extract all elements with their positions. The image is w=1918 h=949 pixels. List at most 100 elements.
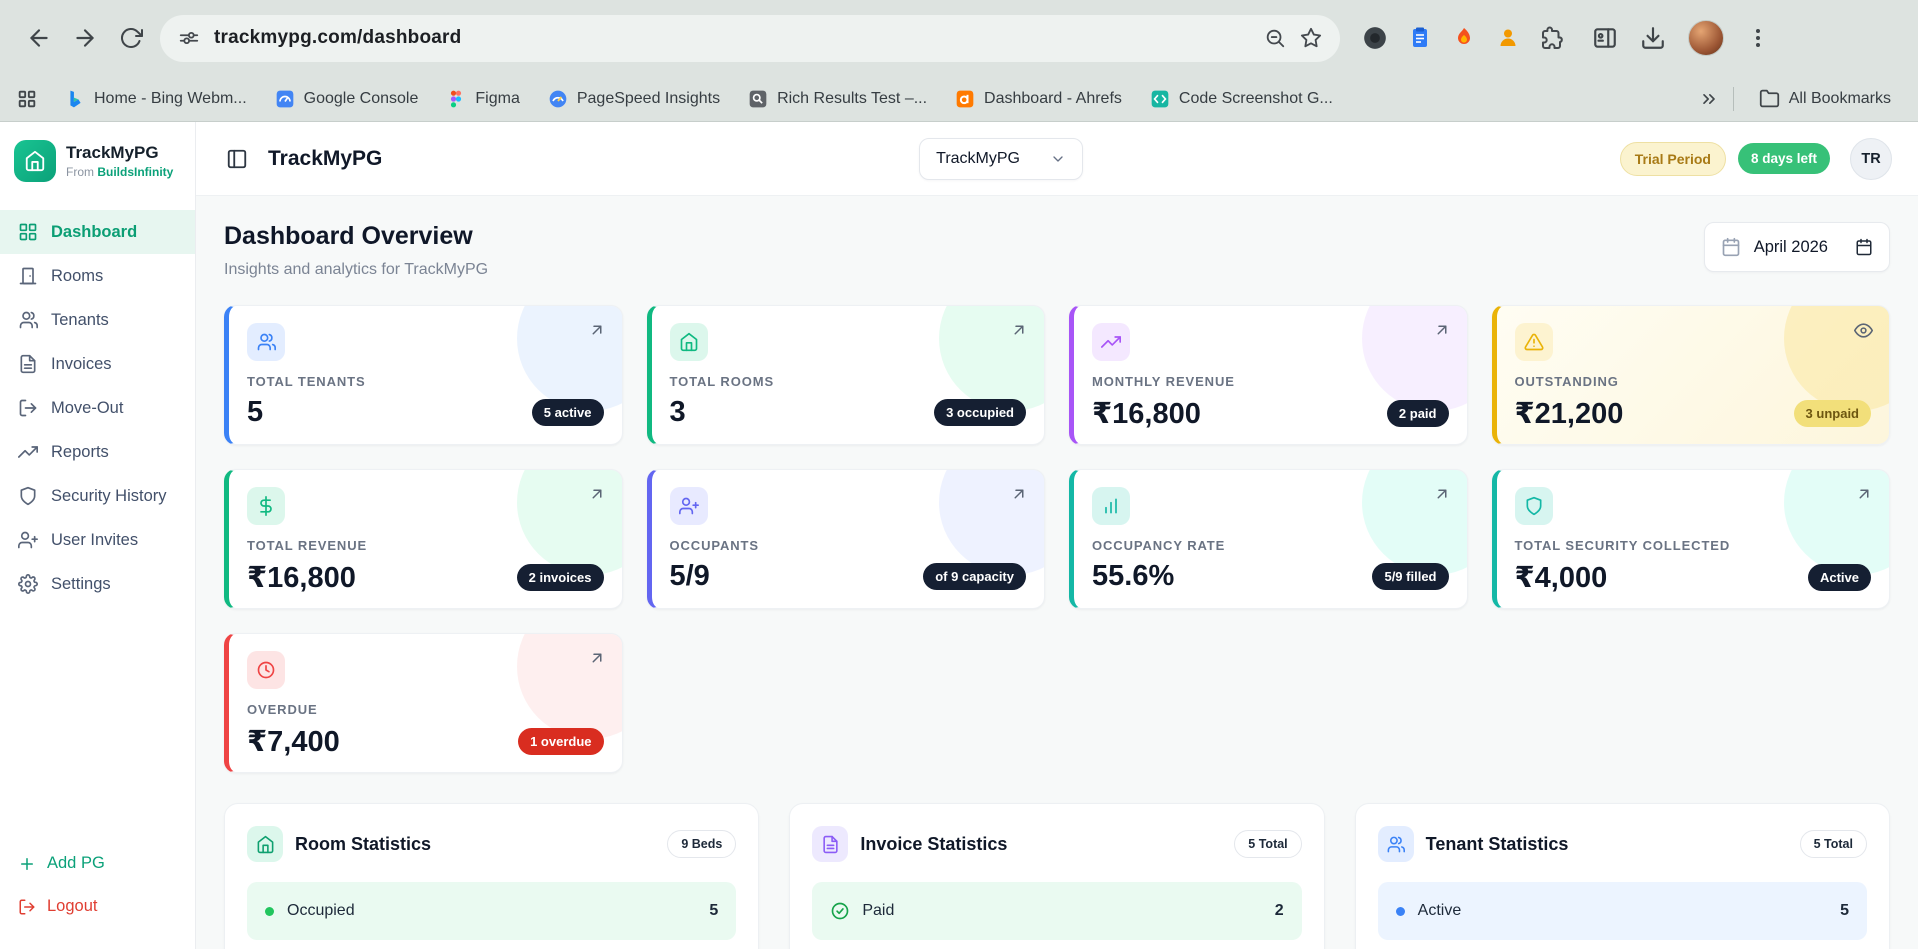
arrow-right-icon xyxy=(76,29,94,47)
stat-card-outstanding[interactable]: OUTSTANDING ₹21,200 3 unpaid xyxy=(1491,305,1890,445)
external-link-icon[interactable] xyxy=(1855,485,1873,503)
bookmark-item[interactable]: Rich Results Test –... xyxy=(737,83,938,115)
google-console-favicon xyxy=(275,89,295,109)
sidebar-item-user-invites[interactable]: User Invites xyxy=(0,518,195,562)
bookmark-page-button[interactable] xyxy=(1300,27,1322,49)
downloads-button[interactable] xyxy=(1640,25,1666,51)
browser-profile-avatar[interactable] xyxy=(1688,20,1724,56)
browser-menu-button[interactable] xyxy=(1746,26,1770,50)
external-link-icon[interactable] xyxy=(1010,485,1028,503)
bookmark-item[interactable]: Google Console xyxy=(264,83,430,115)
bookmarks-overflow-button[interactable] xyxy=(1699,89,1719,109)
bookmark-label: Figma xyxy=(475,89,520,107)
tune-icon xyxy=(179,31,199,45)
reload-icon xyxy=(121,28,143,48)
bookmarks-bar: Home - Bing Webm... Google Console Figma… xyxy=(0,76,1918,122)
bookmark-item[interactable]: PageSpeed Insights xyxy=(537,83,731,115)
bookmark-item[interactable]: Dashboard - Ahrefs xyxy=(944,83,1133,115)
extensions-puzzle-icon[interactable] xyxy=(1540,26,1564,50)
stat-card-total-security[interactable]: TOTAL SECURITY COLLECTED ₹4,000 Active xyxy=(1491,469,1890,609)
address-bar[interactable]: trackmypg.com/dashboard xyxy=(160,14,1340,62)
extensions-cluster xyxy=(1362,25,1564,51)
trending-up-icon xyxy=(1092,323,1130,361)
logout-button[interactable]: Logout xyxy=(0,888,195,925)
sidebar-toggle-button[interactable] xyxy=(222,144,252,174)
sidebar-item-invoices[interactable]: Invoices xyxy=(0,342,195,386)
pg-selector[interactable]: TrackMyPG xyxy=(919,137,1083,180)
add-pg-label: Add PG xyxy=(47,854,105,872)
panel-badge: 5 Total xyxy=(1799,830,1867,858)
toggle-visibility-icon[interactable] xyxy=(1854,321,1873,340)
sidebar-item-reports[interactable]: Reports xyxy=(0,430,195,474)
stat-label: OUTSTANDING xyxy=(1514,374,1619,389)
apps-grid-button[interactable] xyxy=(16,88,38,110)
sidebar-item-label: Invoices xyxy=(51,354,112,373)
all-bookmarks-button[interactable]: All Bookmarks xyxy=(1748,82,1902,115)
invoice-statistics-panel: Invoice Statistics 5 Total Paid 2 Unpaid xyxy=(789,803,1325,949)
brand-subtitle: From BuildsInfinity xyxy=(66,165,173,179)
star-icon xyxy=(1300,27,1322,48)
stat-badge: 5 active xyxy=(531,399,604,426)
panel-title: Room Statistics xyxy=(295,833,432,854)
ahrefs-favicon xyxy=(955,89,975,109)
side-panel-button[interactable] xyxy=(1592,25,1618,51)
bookmark-item[interactable]: Home - Bing Webm... xyxy=(54,83,258,115)
extension-dark-circle-icon[interactable] xyxy=(1362,25,1388,51)
stat-card-total-tenants[interactable]: TOTAL TENANTS 5 5 active xyxy=(224,305,623,445)
log-out-icon xyxy=(19,399,37,417)
external-link-icon[interactable] xyxy=(1433,485,1451,503)
sidebar-item-security-history[interactable]: Security History xyxy=(0,474,195,518)
forward-button[interactable] xyxy=(62,15,108,61)
external-link-icon[interactable] xyxy=(588,321,606,339)
reload-button[interactable] xyxy=(108,15,154,61)
external-link-icon[interactable] xyxy=(588,485,606,503)
home-icon xyxy=(25,150,45,172)
external-link-icon[interactable] xyxy=(588,649,606,667)
bookmark-item[interactable]: Code Screenshot G... xyxy=(1139,83,1344,115)
stat-card-occupants[interactable]: OCCUPANTS 5/9 of 9 capacity xyxy=(646,469,1045,609)
dashboard-content: Dashboard Overview Insights and analytic… xyxy=(196,196,1918,949)
sidebar-item-label: Tenants xyxy=(51,310,109,329)
zoom-button[interactable] xyxy=(1264,27,1286,49)
stat-badge: 3 unpaid xyxy=(1793,400,1871,427)
panel-title: Tenant Statistics xyxy=(1425,833,1569,854)
stat-value: 5 xyxy=(247,396,264,428)
stat-card-monthly-revenue[interactable]: MONTHLY REVENUE ₹16,800 2 paid xyxy=(1069,305,1468,445)
blue-dot-icon xyxy=(1395,906,1405,916)
bookmark-item[interactable]: Figma xyxy=(435,83,530,115)
month-picker[interactable]: April 2026 xyxy=(1703,222,1890,272)
sidebar-item-rooms[interactable]: Rooms xyxy=(0,254,195,298)
app-title: TrackMyPG xyxy=(268,146,383,170)
stat-card-occupancy-rate[interactable]: OCCUPANCY RATE 55.6% 5/9 filled xyxy=(1069,469,1468,609)
bookmarks-divider xyxy=(1732,86,1734,111)
add-pg-button[interactable]: Add PG xyxy=(0,845,195,882)
panel-badge: 9 Beds xyxy=(667,830,737,858)
sidebar-item-tenants[interactable]: Tenants xyxy=(0,298,195,342)
stat-card-overdue[interactable]: OVERDUE ₹7,400 1 overdue xyxy=(224,633,623,773)
extension-person-icon[interactable] xyxy=(1496,26,1520,50)
extension-flame-icon[interactable] xyxy=(1452,26,1476,50)
rich-results-favicon xyxy=(748,89,768,109)
site-info-button[interactable] xyxy=(178,27,200,49)
extension-clipboard-icon[interactable] xyxy=(1408,26,1432,50)
panel-badge: 5 Total xyxy=(1234,830,1302,858)
kebab-menu-icon xyxy=(1756,29,1760,47)
month-picker-value: April 2026 xyxy=(1753,237,1828,256)
stat-card-total-revenue[interactable]: TOTAL REVENUE ₹16,800 2 invoices xyxy=(224,469,623,609)
external-link-icon[interactable] xyxy=(1010,321,1028,339)
user-plus-icon xyxy=(669,487,708,525)
stat-label: OCCUPANCY RATE xyxy=(1092,538,1226,553)
sidebar-item-move-out[interactable]: Move-Out xyxy=(0,386,195,430)
stat-value: 55.6% xyxy=(1092,560,1175,592)
bookmark-label: Dashboard - Ahrefs xyxy=(984,89,1122,107)
external-link-icon[interactable] xyxy=(1433,321,1451,339)
stat-card-total-rooms[interactable]: TOTAL ROOMS 3 3 occupied xyxy=(646,305,1045,445)
sidebar-item-label: Settings xyxy=(51,574,111,593)
sidebar-item-settings[interactable]: Settings xyxy=(0,562,195,606)
user-avatar[interactable]: TR xyxy=(1850,137,1893,180)
sidebar-item-dashboard[interactable]: Dashboard xyxy=(0,210,195,254)
row-value: 5 xyxy=(1840,902,1849,919)
back-button[interactable] xyxy=(16,15,62,61)
row-occupied: Occupied 5 xyxy=(247,882,737,940)
stat-value: ₹4,000 xyxy=(1514,562,1608,594)
